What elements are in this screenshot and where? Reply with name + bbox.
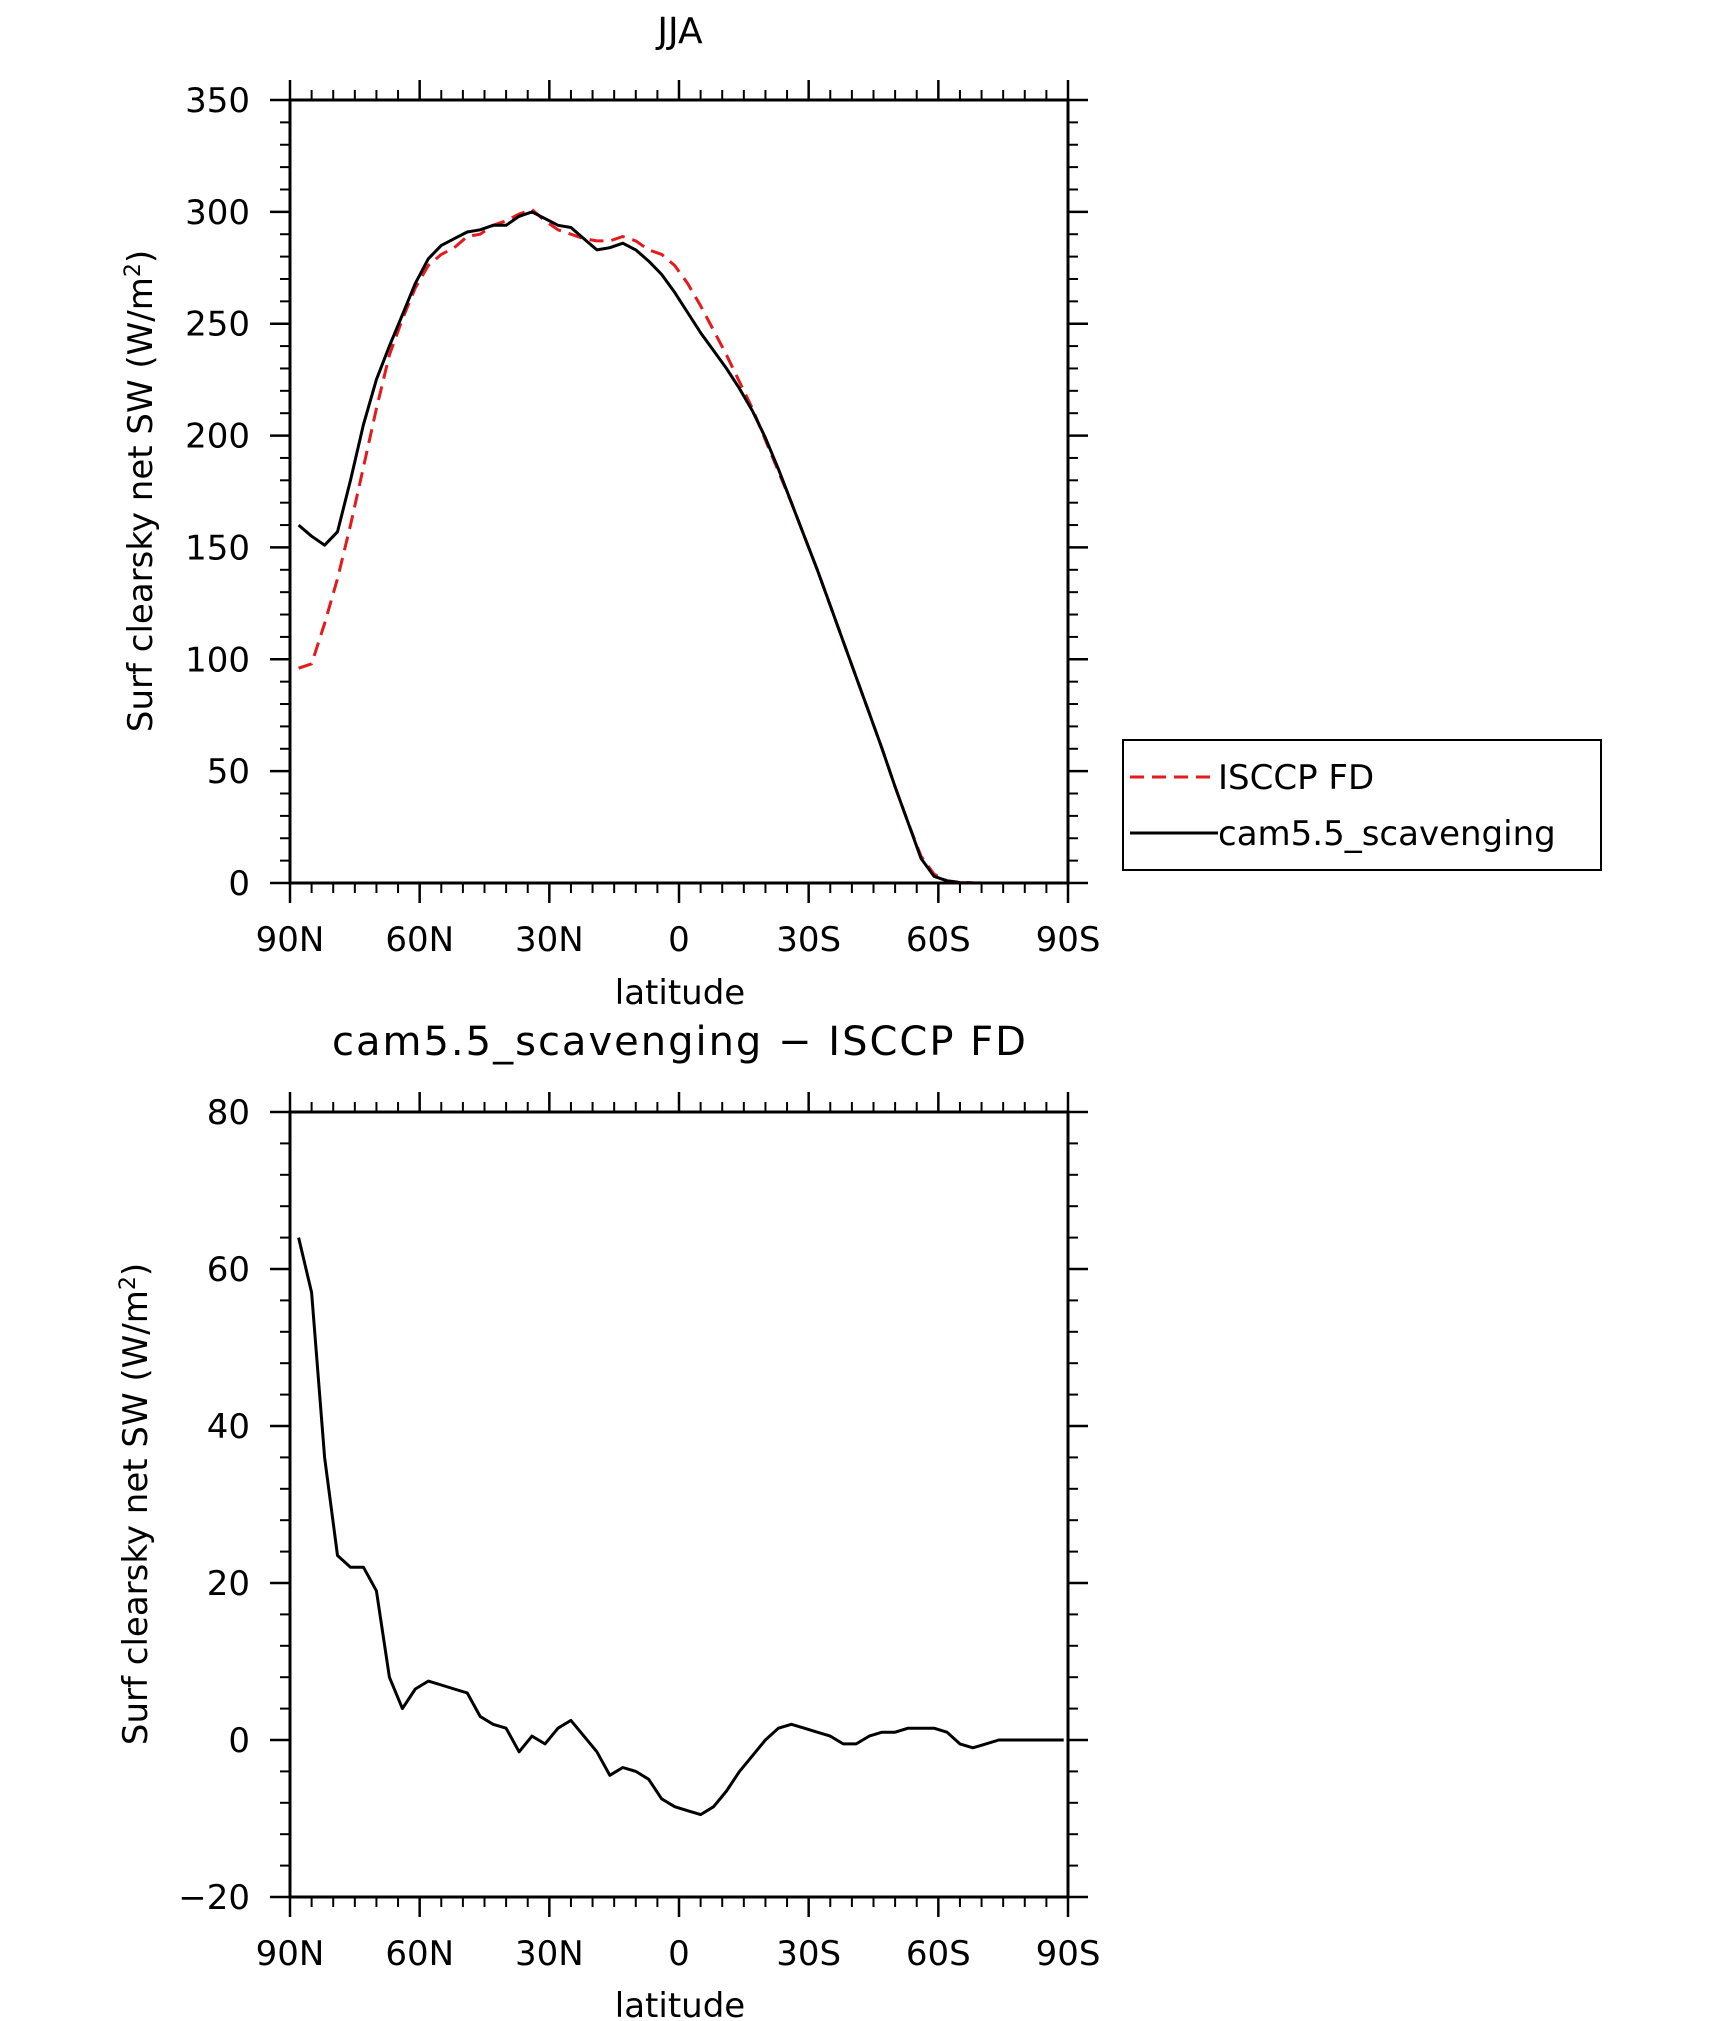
- bottom-axis-ticks: −20 0 20 40 60 80 90N 60N 30N 0 30S 60S 90S: [178, 1092, 1100, 1974]
- top-y-tick-label: 50: [207, 752, 250, 792]
- bottom-x-tick-label: 60N: [385, 1934, 454, 1974]
- top-x-tick-label: 0: [668, 920, 690, 960]
- legend-label-isccp: ISCCP FD: [1218, 758, 1374, 798]
- top-y-tick-label: 250: [185, 305, 250, 345]
- top-x-tick-label: 30N: [515, 920, 584, 960]
- legend-box: [1122, 739, 1602, 871]
- bottom-series-group: [297, 1237, 1064, 1817]
- bottom-y-tick-label: 60: [207, 1250, 250, 1290]
- bottom-series-line-difference: [297, 1237, 1064, 1817]
- bottom-x-tick-label: 30S: [776, 1934, 841, 1974]
- bottom-x-tick-label: 90N: [256, 1934, 325, 1974]
- bottom-y-tick-label: −20: [178, 1878, 250, 1918]
- top-panel: JJA 0 50 100 150 200 250 300 350 90N 60N 30N 0 30S 60…: [121, 11, 1602, 1013]
- bottom-x-tick-label: 30N: [515, 1934, 584, 1974]
- bottom-y-tick-label: 40: [207, 1407, 250, 1447]
- bottom-x-tick-label: 60S: [906, 1934, 971, 1974]
- bottom-plot-frame: [288, 1110, 1070, 1899]
- legend-label-cam: cam5.5_scavenging: [1218, 814, 1556, 854]
- top-x-tick-label: 90S: [1036, 920, 1101, 960]
- bottom-y-tick-label: 0: [228, 1721, 250, 1761]
- bottom-x-tick-label: 90S: [1036, 1934, 1101, 1974]
- bottom-y-tick-label: 20: [207, 1564, 250, 1604]
- top-y-axis-label: Surf clearsky net SW (W/m2): [121, 250, 161, 732]
- bottom-x-tick-label: 0: [668, 1934, 690, 1974]
- top-series-line-isccp-fd: [298, 208, 1064, 885]
- top-x-tick-label: 30S: [776, 920, 841, 960]
- bottom-panel: cam5.5_scavenging − ISCCP FD −20 0 20 40 60 8…: [116, 1019, 1100, 2021]
- top-chart-title: JJA: [655, 11, 703, 52]
- bottom-chart-title: cam5.5_scavenging − ISCCP FD: [332, 1019, 1028, 1065]
- top-x-tick-label: 60N: [385, 920, 454, 960]
- top-x-tick-label: 60S: [906, 920, 971, 960]
- top-x-axis-label: latitude: [615, 973, 745, 1013]
- top-y-tick-label: 300: [185, 193, 250, 233]
- top-y-tick-label: 100: [185, 640, 250, 680]
- top-series-group: [297, 208, 1064, 885]
- top-y-tick-label: 150: [185, 528, 250, 568]
- top-plot-frame: [288, 98, 1070, 885]
- bottom-y-axis-label: Surf clearsky net SW (W/m2): [116, 1263, 156, 1745]
- top-y-tick-label: 200: [185, 417, 250, 457]
- bottom-x-axis-label: latitude: [615, 1986, 745, 2021]
- top-series-line-cam5-5-scavenging: [297, 210, 1064, 885]
- legend: ISCCP FD cam5.5_scavenging: [1122, 739, 1602, 871]
- top-x-tick-label: 90N: [256, 920, 325, 960]
- bottom-y-tick-label: 80: [207, 1093, 250, 1133]
- top-axis-ticks: 0 50 100 150 200 250 300 350 90N 60N 30N 0 30S 60S 90S: [185, 80, 1100, 960]
- top-y-tick-label: 350: [185, 81, 250, 121]
- top-y-tick-label: 0: [228, 864, 250, 904]
